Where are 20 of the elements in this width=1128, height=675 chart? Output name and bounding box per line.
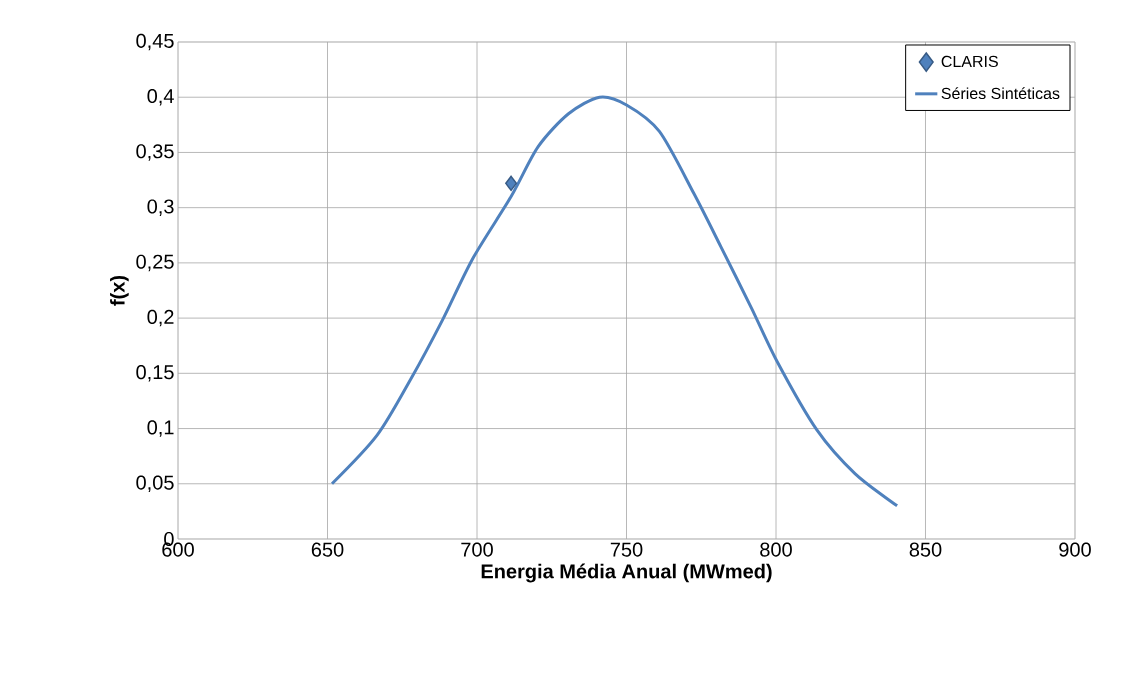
x-tick-label: 650 (311, 542, 344, 557)
y-axis-title: f(x) (110, 275, 129, 306)
y-tick-label: 0,25 (136, 254, 174, 272)
line-series (330, 95, 899, 508)
x-tick-label: 700 (461, 542, 493, 557)
x-tick-label: 750 (610, 542, 643, 557)
y-tick-label: 0,45 (136, 33, 174, 51)
y-tick-label: 0,4 (147, 88, 174, 106)
x-tick-label: 900 (1059, 542, 1091, 557)
x-axis-title: Energia Média Anual (MWmed) (481, 563, 772, 583)
legend-label: CLARIS (941, 55, 998, 68)
x-tick-label: 800 (760, 542, 792, 557)
y-tick-label: 0,05 (136, 475, 174, 493)
y-tick-label: 0,3 (147, 199, 174, 216)
legend-label: Séries Sintéticas (941, 87, 1060, 100)
y-tick-label: 0,1 (147, 420, 174, 437)
y-tick-label: 0,15 (136, 365, 174, 382)
y-tick-label: 0,2 (147, 309, 174, 327)
x-tick-label: 850 (909, 542, 942, 557)
y-tick-label: 0,35 (136, 144, 174, 161)
